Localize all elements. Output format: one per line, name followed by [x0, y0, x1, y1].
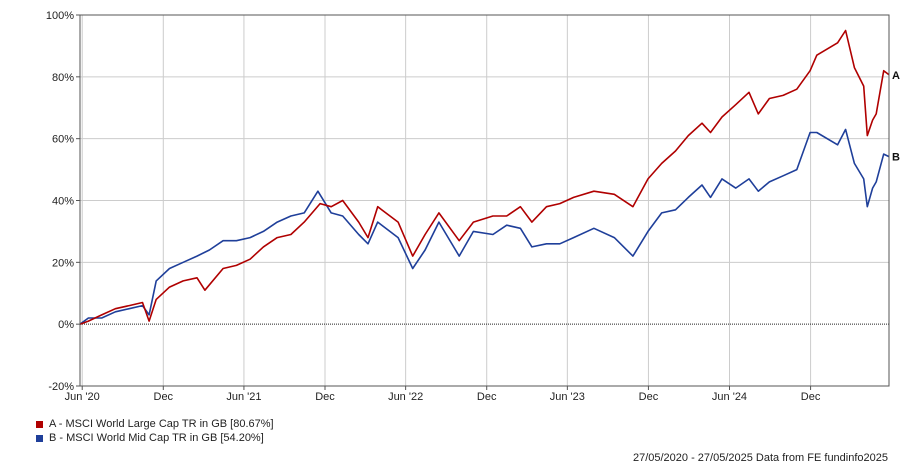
y-tick-label: 20% [52, 257, 74, 269]
x-tick-label: Dec [154, 391, 174, 403]
x-tick-label: Jun '24 [712, 391, 747, 403]
y-tick-label: -20% [48, 381, 74, 393]
x-tick-label: Dec [315, 391, 335, 403]
x-tick-label: Dec [639, 391, 659, 403]
y-tick-label: 0% [58, 319, 74, 331]
x-tick-label: Dec [477, 391, 497, 403]
footer-date-range: 27/05/2020 - 27/05/2025 [632, 452, 753, 464]
end-label-b: B [892, 152, 900, 164]
x-tick-label: Jun '23 [550, 391, 585, 403]
y-tick-label: 100% [46, 10, 74, 22]
legend: A - MSCI World Large Cap TR in GB [80.67… [36, 417, 274, 445]
footer-source: 27/05/2020 - 27/05/2025 Data from FE fun… [633, 452, 888, 464]
plot-frame [79, 14, 890, 387]
series-lines [79, 29, 890, 325]
x-tick-label: Dec [801, 391, 821, 403]
x-tick-label: Jun '22 [388, 391, 423, 403]
legend-swatch-a [36, 420, 43, 428]
footer-source-text: Data from FE fundinfo2025 [755, 452, 888, 464]
end-label-a: A [892, 70, 900, 82]
y-axis-labels: -20% 0% 20% 40% 60% 80% 100% [46, 10, 74, 393]
y-tick-label: 40% [52, 196, 74, 208]
line-chart: -20% 0% 20% 40% 60% 80% 100% Jun '20 Dec Jun '21… [46, 10, 900, 403]
legend-item-b: B - MSCI World Mid Cap TR in GB [54.20%] [36, 431, 274, 445]
x-axis-labels: Jun '20 Dec Jun '21 Dec Jun '22 Dec Jun '23 Dec… [65, 391, 821, 403]
grid-lines [76, 14, 889, 390]
legend-label-a: A - MSCI World Large Cap TR in GB [80.67… [49, 418, 274, 430]
x-tick-label: Jun '21 [226, 391, 261, 403]
legend-label-b: B - MSCI World Mid Cap TR in GB [54.20%] [49, 432, 264, 444]
legend-item-a: A - MSCI World Large Cap TR in GB [80.67… [36, 417, 274, 431]
series-end-labels: BA [892, 70, 900, 164]
y-tick-label: 80% [52, 72, 74, 84]
series-line-b [79, 128, 890, 325]
series-line-a [79, 29, 890, 325]
x-tick-label: Jun '20 [65, 391, 100, 403]
legend-swatch-b [36, 434, 43, 442]
y-tick-label: 60% [52, 134, 74, 146]
